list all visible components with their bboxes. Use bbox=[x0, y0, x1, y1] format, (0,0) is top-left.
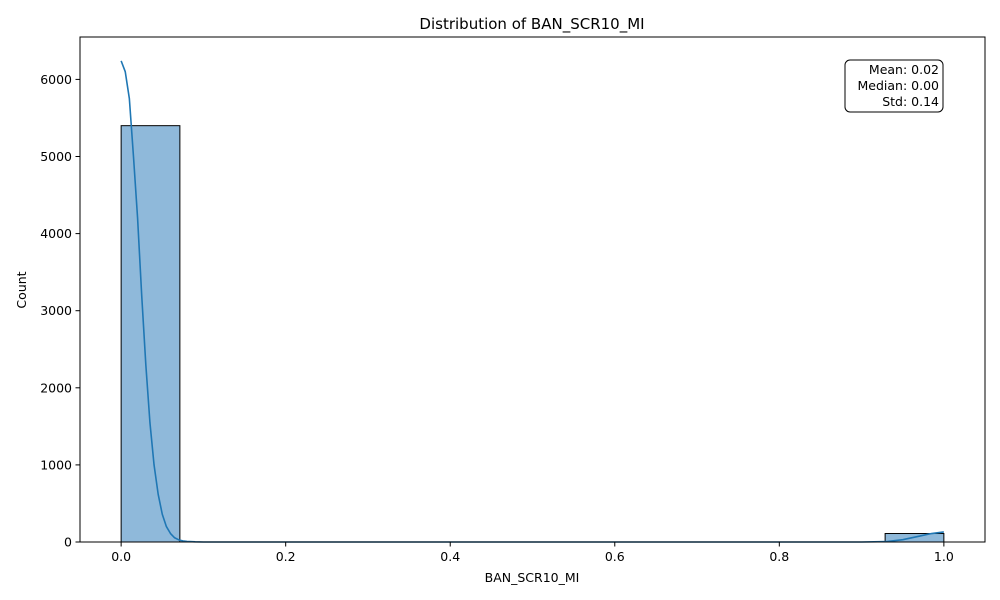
y-tick-label: 3000 bbox=[40, 303, 72, 318]
kde-layer bbox=[120, 60, 944, 543]
stats-median: Median: 0.00 bbox=[858, 78, 940, 93]
stats-std: Std: 0.14 bbox=[882, 94, 939, 109]
y-tick-label: 5000 bbox=[40, 149, 72, 164]
y-tick-label: 4000 bbox=[40, 226, 72, 241]
x-tick-label: 0.8 bbox=[769, 549, 789, 564]
chart-title: Distribution of BAN_SCR10_MI bbox=[419, 15, 644, 34]
stats-mean: Mean: 0.02 bbox=[869, 62, 939, 77]
axes-frame bbox=[79, 36, 986, 543]
y-tick-label: 0 bbox=[64, 535, 72, 550]
histogram-bar-0 bbox=[120, 125, 181, 543]
bars-layer bbox=[120, 125, 945, 543]
x-axis-ticks: 0.0 0.2 0.4 0.6 0.8 1.0 bbox=[111, 542, 954, 564]
y-tick-label: 2000 bbox=[40, 380, 72, 395]
stats-box-frame bbox=[844, 59, 944, 113]
x-tick-label: 0.0 bbox=[111, 549, 131, 564]
y-axis-title: Count bbox=[14, 271, 29, 308]
x-tick-label: 0.4 bbox=[440, 549, 460, 564]
kde-curve bbox=[120, 60, 944, 543]
x-tick-label: 1.0 bbox=[934, 549, 954, 564]
plot-area-frame bbox=[79, 36, 986, 543]
stats-box: Mean: 0.02 Median: 0.00 Std: 0.14 bbox=[844, 59, 944, 113]
y-tick-label: 6000 bbox=[40, 72, 72, 87]
y-axis-ticks: 0 1000 2000 3000 4000 5000 6000 bbox=[40, 72, 80, 550]
x-tick-label: 0.2 bbox=[276, 549, 296, 564]
x-axis-title: BAN_SCR10_MI bbox=[485, 570, 580, 585]
y-tick-label: 1000 bbox=[40, 457, 72, 472]
x-tick-label: 0.6 bbox=[605, 549, 625, 564]
